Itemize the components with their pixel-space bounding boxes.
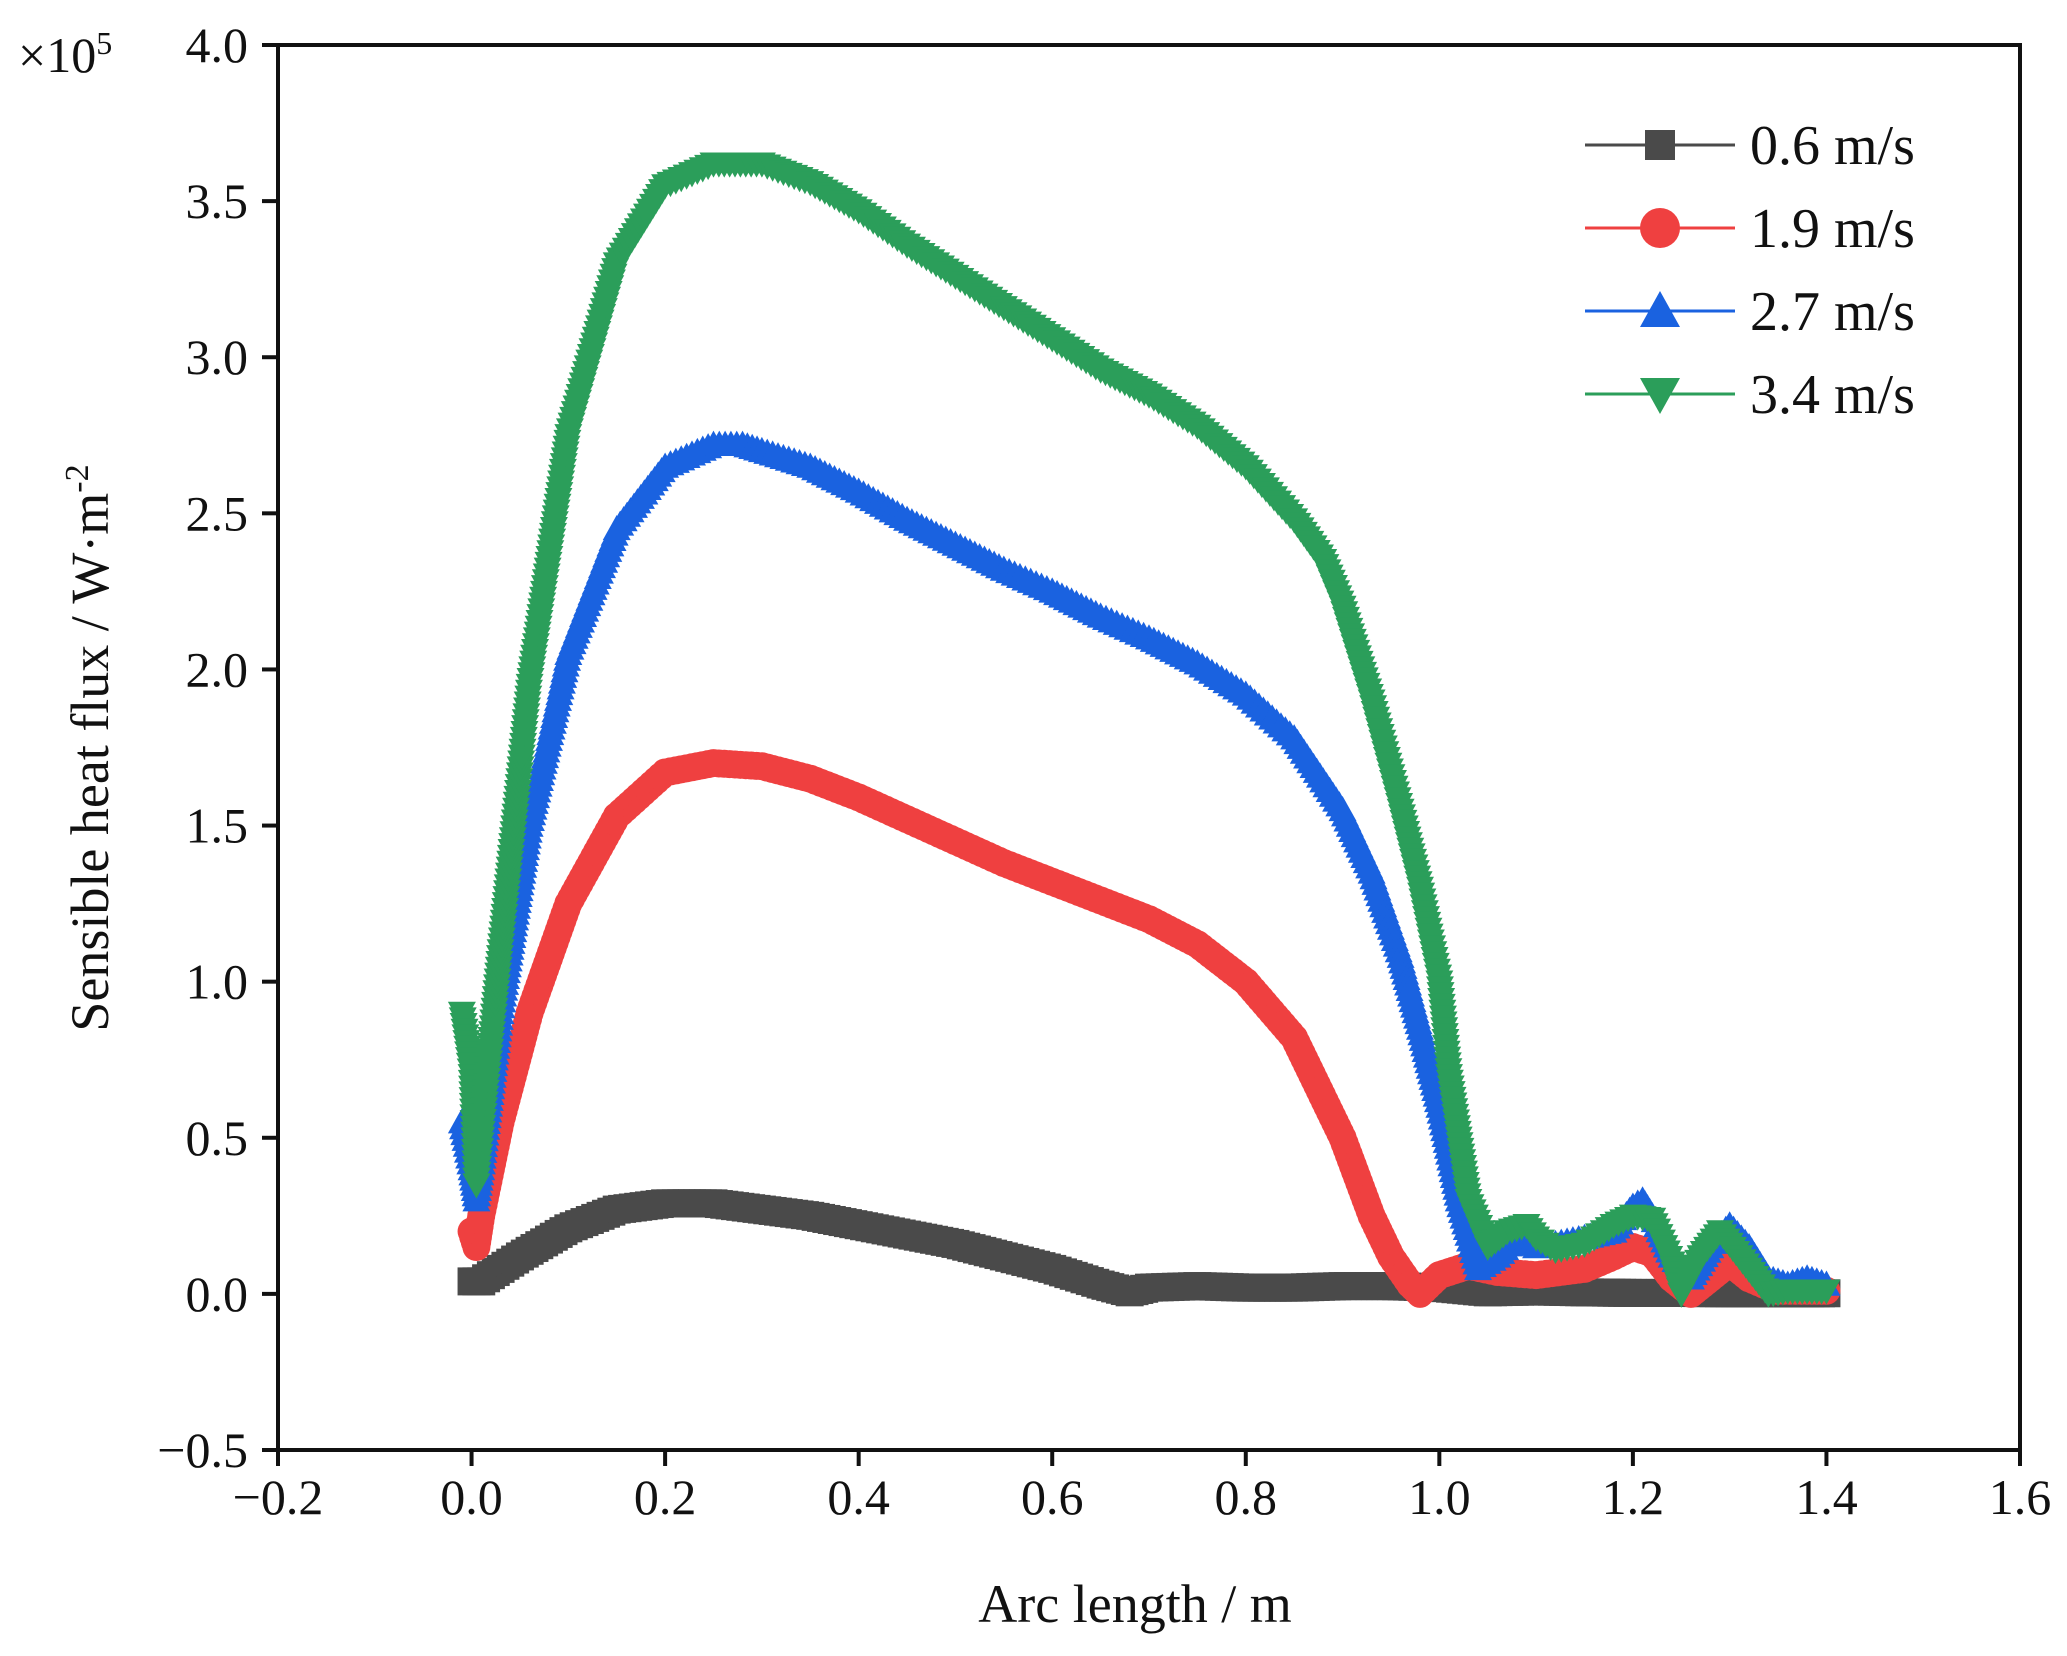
scale-exponent: 5 [96,25,112,61]
data-point [1812,1279,1841,1305]
y-tick-label: 3.5 [186,173,249,229]
legend-marker [1640,208,1680,248]
legend-item: 1.9 m/s [1585,198,1915,260]
tick-layer: −0.2 0.0 0.2 0.4 0.6 0.8 1.0 1.2 1.4 1.6 −0.5 0.0 0.… [157,17,2051,1525]
legend-label: 1.9 m/s [1750,198,1915,260]
y-tick-label: 3.0 [186,329,249,385]
legend-marker [1640,291,1680,327]
y-axis-title-text: Sensible heat flux / W·m [60,493,120,1032]
x-tick-label: 0.2 [634,1469,697,1525]
legend-item: 0.6 m/s [1585,115,1915,177]
y-axis-scale-factor: ×105 [18,25,112,83]
y-tick-label: −0.5 [157,1422,248,1478]
scale-prefix: ×10 [18,27,96,83]
x-tick-label: 0.4 [827,1469,890,1525]
y-tick-label: 1.0 [186,954,249,1010]
series-layer [447,152,1841,1308]
y-tick-label: 0.5 [186,1110,249,1166]
x-tick-label: 1.0 [1408,1469,1471,1525]
legend-item: 2.7 m/s [1585,281,1915,343]
legend-marker [1645,130,1675,160]
series-3-4-m-s [447,152,1841,1308]
y-tick-label: 2.0 [186,641,249,697]
x-tick-label: 1.2 [1602,1469,1665,1525]
x-tick-label: 1.6 [1989,1469,2052,1525]
x-axis-title: Arc length / m [978,1574,1291,1634]
legend-label: 0.6 m/s [1750,115,1915,177]
plot-area-frame [276,43,2022,1452]
y-tick-label: 1.5 [186,798,249,854]
legend-label: 3.4 m/s [1750,364,1915,426]
y-tick-label: 0.0 [186,1266,249,1322]
legend-label: 2.7 m/s [1750,281,1915,343]
y-tick-label: 4.0 [186,17,249,73]
legend-item: 3.4 m/s [1585,364,1915,426]
x-tick-label: 0.0 [440,1469,503,1525]
y-tick-label: 2.5 [186,485,249,541]
x-tick-label: 0.6 [1021,1469,1084,1525]
series-0-6-m-s [457,1189,1841,1308]
legend: 0.6 m/s 1.9 m/s 2.7 m/s 3.4 m/s [1585,115,1915,426]
y-axis-title: Sensible heat flux / W·m-2 [59,464,120,1031]
y-axis-title-superscript: -2 [59,464,96,492]
x-tick-label: 0.8 [1215,1469,1278,1525]
x-tick-label: 1.4 [1795,1469,1858,1525]
x-tick-label: −0.2 [233,1469,324,1525]
legend-marker [1640,378,1680,414]
